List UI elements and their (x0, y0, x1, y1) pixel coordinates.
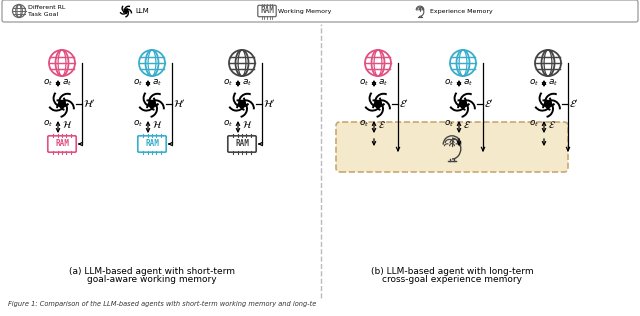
Text: Experience Memory: Experience Memory (430, 9, 493, 14)
Text: $o_t$: $o_t$ (43, 119, 53, 129)
Text: $a_t$: $a_t$ (463, 78, 473, 88)
Text: Working Memory: Working Memory (278, 9, 332, 14)
Text: (a) LLM-based agent with short-term: (a) LLM-based agent with short-term (69, 268, 235, 276)
Text: RAM: RAM (55, 139, 69, 148)
Text: $o_t$: $o_t$ (132, 78, 143, 88)
Text: $o_t$: $o_t$ (223, 119, 233, 129)
Text: $o_t$: $o_t$ (444, 78, 454, 88)
Text: RAM: RAM (260, 6, 274, 15)
Text: $\mathcal{H}$: $\mathcal{H}$ (62, 118, 72, 130)
Text: $\mathcal{H}'$: $\mathcal{H}'$ (263, 98, 276, 110)
Text: $a_t$: $a_t$ (152, 78, 162, 88)
FancyBboxPatch shape (2, 0, 638, 22)
Text: $o_t$: $o_t$ (43, 78, 53, 88)
Text: Different RL
Task Goal: Different RL Task Goal (28, 5, 65, 17)
Circle shape (60, 102, 65, 106)
Text: $o_t$: $o_t$ (359, 119, 369, 129)
Text: $o_t$: $o_t$ (223, 78, 233, 88)
Text: $\mathcal{E}'$: $\mathcal{E}'$ (399, 98, 409, 110)
FancyBboxPatch shape (258, 5, 276, 17)
Text: $\mathcal{E}$: $\mathcal{E}$ (378, 118, 386, 130)
Text: $o_t$: $o_t$ (444, 119, 454, 129)
Text: Figure 1: Comparison of the LLM-based agents with short-term working memory and : Figure 1: Comparison of the LLM-based ag… (8, 301, 316, 307)
Text: $\mathcal{H}$: $\mathcal{H}$ (152, 118, 163, 130)
Text: $a_t$: $a_t$ (62, 78, 72, 88)
Text: $a_t$: $a_t$ (548, 78, 558, 88)
Text: (b) LLM-based agent with long-term: (b) LLM-based agent with long-term (371, 268, 533, 276)
Text: $\mathcal{H}$: $\mathcal{H}$ (242, 118, 252, 130)
Text: RAM: RAM (145, 139, 159, 148)
Circle shape (546, 102, 550, 106)
Circle shape (376, 102, 380, 106)
FancyBboxPatch shape (336, 122, 568, 172)
FancyBboxPatch shape (138, 136, 166, 152)
Text: $o_t$: $o_t$ (359, 78, 369, 88)
Text: $\mathcal{H}'$: $\mathcal{H}'$ (173, 98, 186, 110)
Text: $o_t$: $o_t$ (529, 119, 539, 129)
Text: $o_t$: $o_t$ (529, 78, 539, 88)
Text: $\mathcal{E}$: $\mathcal{E}$ (548, 118, 556, 130)
Text: $o_t$: $o_t$ (132, 119, 143, 129)
FancyBboxPatch shape (228, 136, 256, 152)
Circle shape (461, 102, 465, 106)
Text: $\mathcal{E}'$: $\mathcal{E}'$ (569, 98, 579, 110)
Text: cross-goal experience memory: cross-goal experience memory (382, 276, 522, 284)
Circle shape (125, 10, 127, 12)
Text: goal-aware working memory: goal-aware working memory (87, 276, 217, 284)
Circle shape (239, 102, 244, 106)
Circle shape (150, 102, 154, 106)
Text: $a_t$: $a_t$ (378, 78, 388, 88)
Text: LLM: LLM (135, 8, 148, 14)
Text: $\mathcal{E}'$: $\mathcal{E}'$ (484, 98, 493, 110)
Text: $\mathcal{H}'$: $\mathcal{H}'$ (83, 98, 95, 110)
Text: RAM: RAM (235, 139, 249, 148)
Text: $a_t$: $a_t$ (242, 78, 252, 88)
Text: $\mathcal{E}$: $\mathcal{E}$ (463, 118, 471, 130)
FancyBboxPatch shape (48, 136, 76, 152)
